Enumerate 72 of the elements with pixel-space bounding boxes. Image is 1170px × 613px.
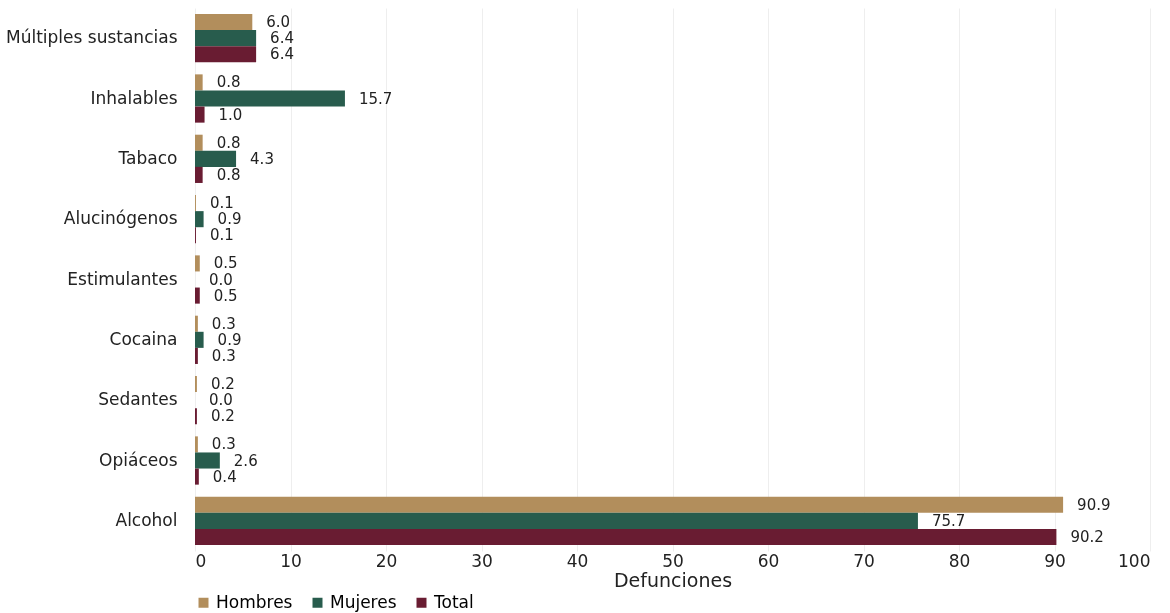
x-tick-label: 30	[471, 550, 493, 571]
data-label: 6.4	[270, 45, 294, 64]
bar	[195, 90, 345, 107]
x-tick-label: 20	[375, 550, 398, 571]
bar	[195, 452, 220, 469]
x-tick-label: 90	[1044, 550, 1066, 571]
data-label: 90.2	[1070, 527, 1104, 546]
data-label: 90.9	[1077, 495, 1111, 514]
y-tick-label: Inhalables	[90, 87, 178, 108]
y-tick-label: Múltiples sustancias	[6, 27, 178, 48]
y-tick-label: Estimulantes	[67, 268, 178, 289]
bar	[195, 14, 253, 31]
data-label: 0.3	[211, 314, 236, 333]
bar	[195, 166, 203, 183]
y-tick-label: Tabaco	[117, 147, 178, 168]
x-tick-label: 70	[853, 550, 875, 571]
bar	[195, 512, 918, 529]
data-label: 0.3	[211, 435, 236, 454]
data-label: 4.3	[250, 149, 274, 168]
x-tick-label: 0	[195, 550, 207, 571]
x-tick-label: 100	[1118, 550, 1151, 571]
bar	[195, 106, 205, 123]
data-label: 2.6	[233, 451, 258, 470]
y-tick-label: Alcohol	[115, 509, 178, 530]
data-label: 0.9	[217, 330, 242, 349]
data-label: 1.0	[218, 105, 243, 124]
data-label: 0.5	[213, 254, 238, 273]
y-tick-label: Alucinógenos	[63, 208, 178, 229]
data-label: 0.8	[216, 73, 241, 92]
legend-label: Mujeres	[330, 591, 397, 612]
bar	[195, 436, 198, 453]
data-label: 0.8	[216, 165, 241, 184]
bar	[195, 30, 257, 47]
bar	[195, 496, 1064, 513]
x-tick-label: 50	[662, 550, 684, 571]
legend-label: Hombres	[216, 591, 293, 612]
bar	[195, 468, 199, 485]
data-label: 0.2	[210, 375, 235, 394]
y-tick-label: Opiáceos	[99, 449, 178, 470]
data-label: 0.5	[213, 286, 238, 305]
data-label: 0.1	[209, 226, 234, 245]
bar	[195, 211, 204, 228]
data-label: 0.2	[210, 407, 235, 426]
x-tick-label: 10	[280, 550, 302, 571]
bar	[195, 331, 204, 348]
data-label: 0.0	[209, 391, 233, 410]
data-label: 0.1	[209, 194, 234, 213]
data-label: 0.0	[209, 270, 233, 289]
data-label: 0.8	[216, 133, 241, 152]
bar	[195, 315, 198, 332]
x-tick-label: 40	[566, 550, 589, 571]
bar	[195, 134, 203, 151]
data-label: 0.3	[211, 346, 236, 365]
data-label: 6.0	[266, 13, 291, 32]
bar	[195, 347, 198, 364]
x-tick-label: 80	[948, 550, 971, 571]
data-label: 0.9	[217, 210, 242, 229]
bar	[195, 74, 203, 91]
bar	[195, 528, 1057, 545]
bar	[195, 287, 200, 304]
data-label: 0.4	[212, 467, 237, 486]
data-label: 15.7	[358, 89, 393, 108]
x-axis-title: Defunciones	[613, 568, 733, 591]
bar	[195, 255, 200, 272]
data-label: 75.7	[931, 511, 966, 530]
y-tick-label: Cocaina	[109, 328, 178, 349]
legend-label: Total	[433, 591, 474, 612]
data-label: 6.4	[270, 29, 294, 48]
x-tick-label: 60	[757, 550, 780, 571]
bar	[195, 150, 237, 167]
y-tick-label: Sedantes	[98, 389, 178, 410]
bar	[195, 46, 257, 63]
